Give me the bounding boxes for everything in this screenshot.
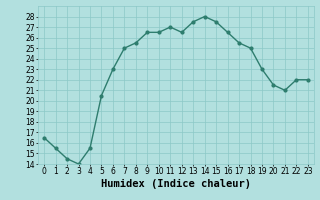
X-axis label: Humidex (Indice chaleur): Humidex (Indice chaleur) <box>101 179 251 189</box>
